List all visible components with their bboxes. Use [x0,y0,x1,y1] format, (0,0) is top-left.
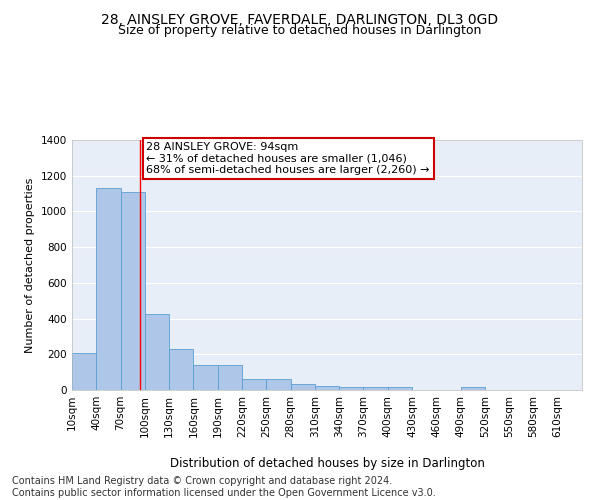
Bar [121,192,145,390]
Bar [364,388,388,390]
Text: 28 AINSLEY GROVE: 94sqm
← 31% of detached houses are smaller (1,046)
68% of semi: 28 AINSLEY GROVE: 94sqm ← 31% of detache… [146,142,430,175]
Bar [388,388,412,390]
Bar [339,388,364,390]
Bar [290,384,315,390]
Bar [72,352,96,390]
Bar [266,380,290,390]
Y-axis label: Number of detached properties: Number of detached properties [25,178,35,352]
Bar [218,365,242,390]
Bar [242,380,266,390]
Text: Size of property relative to detached houses in Darlington: Size of property relative to detached ho… [118,24,482,37]
Bar [169,349,193,390]
Bar [96,188,121,390]
Text: Distribution of detached houses by size in Darlington: Distribution of detached houses by size … [170,458,484,470]
Bar [461,388,485,390]
Bar [315,386,339,390]
Text: Contains HM Land Registry data © Crown copyright and database right 2024.
Contai: Contains HM Land Registry data © Crown c… [12,476,436,498]
Bar [145,314,169,390]
Text: 28, AINSLEY GROVE, FAVERDALE, DARLINGTON, DL3 0GD: 28, AINSLEY GROVE, FAVERDALE, DARLINGTON… [101,12,499,26]
Bar [193,365,218,390]
